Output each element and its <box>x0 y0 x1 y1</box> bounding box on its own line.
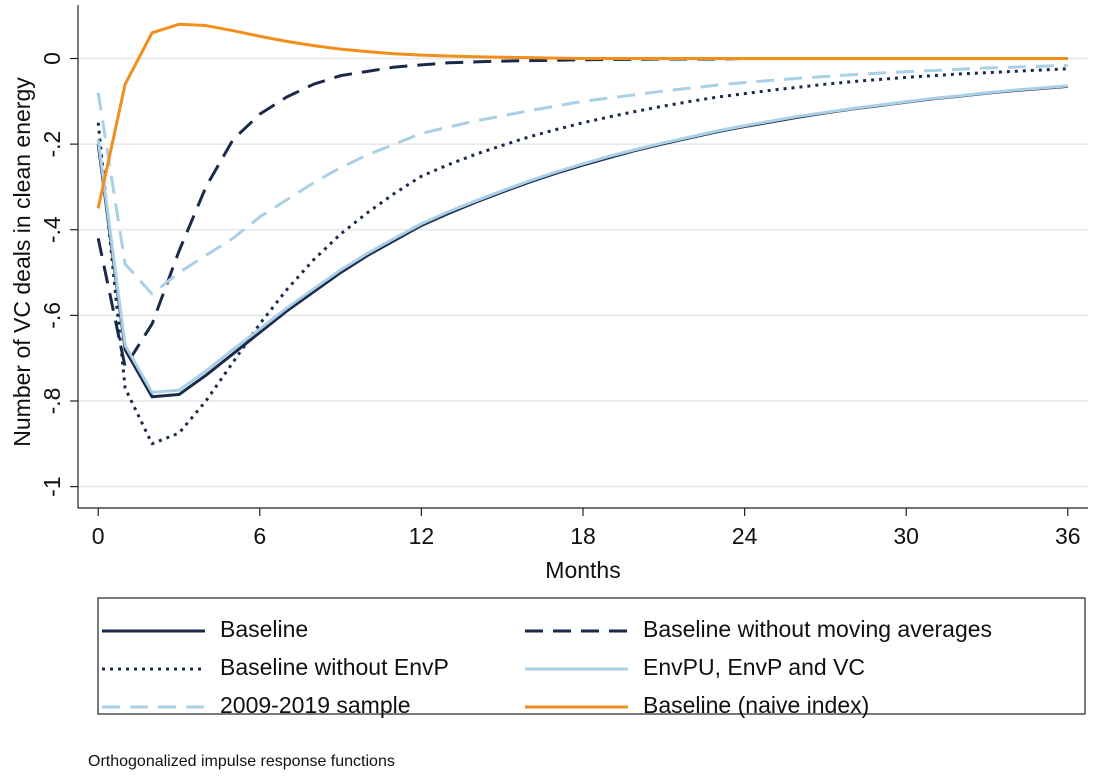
x-tick-label: 0 <box>92 523 105 549</box>
note: Orthogonalized impulse response function… <box>88 753 395 770</box>
x-tick-label: 30 <box>893 523 919 549</box>
x-tick-label: 36 <box>1055 523 1081 549</box>
x-tick-label: 12 <box>409 523 435 549</box>
legend-label: Baseline without EnvP <box>220 654 449 680</box>
series-line <box>96 22 1068 209</box>
y-axis-title: Number of VC deals in clean energy <box>9 77 35 447</box>
y-tick-label: -.4 <box>39 216 65 243</box>
y-tick-label: -.6 <box>39 302 65 329</box>
series-line <box>96 84 1068 399</box>
series-line <box>96 57 1068 369</box>
y-tick-label: -.8 <box>39 388 65 415</box>
series-line <box>96 67 1068 446</box>
legend-label: Baseline <box>220 616 308 642</box>
x-axis-title: Months <box>545 557 620 583</box>
series-line <box>96 84 1068 394</box>
legend-box <box>97 597 1086 715</box>
legend-label: Baseline without moving averages <box>643 616 992 642</box>
y-tick-label: -1 <box>39 476 65 496</box>
y-tick-label: 0 <box>39 52 65 65</box>
legend-label: Baseline (naive index) <box>643 692 869 718</box>
x-tick-label: 18 <box>570 523 596 549</box>
legend-label: 2009-2019 sample <box>220 692 411 718</box>
legend-label: EnvPU, EnvP and VC <box>643 654 865 680</box>
series-line <box>96 63 1068 296</box>
x-tick-label: 24 <box>732 523 758 549</box>
x-tick-label: 6 <box>253 523 266 549</box>
y-tick-label: -.2 <box>39 131 65 158</box>
